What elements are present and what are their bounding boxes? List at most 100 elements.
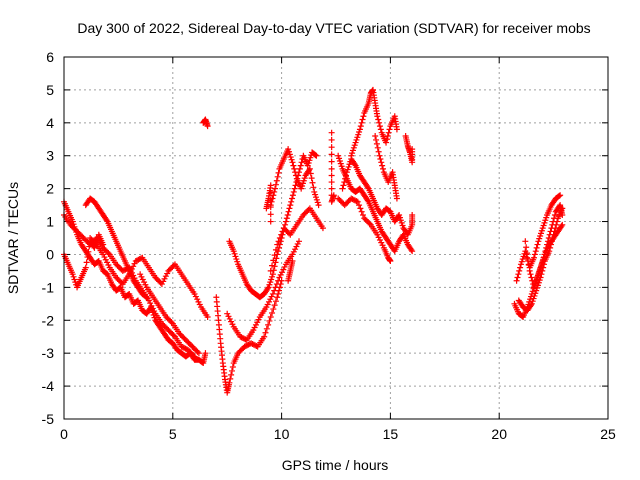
data-point bbox=[253, 342, 260, 349]
data-point bbox=[263, 304, 270, 311]
data-point bbox=[188, 342, 195, 349]
data-point bbox=[350, 144, 357, 151]
data-point bbox=[305, 159, 312, 166]
data-point bbox=[339, 185, 346, 192]
data-point bbox=[270, 257, 277, 264]
data-point bbox=[554, 218, 561, 225]
data-point bbox=[375, 234, 382, 241]
y-tick-label: -5 bbox=[42, 411, 55, 427]
data-point bbox=[532, 290, 539, 297]
data-point bbox=[344, 166, 351, 173]
y-tick-label: 3 bbox=[46, 148, 54, 164]
data-point bbox=[522, 238, 529, 245]
data-point bbox=[513, 277, 520, 284]
data-point bbox=[559, 221, 566, 228]
data-point bbox=[289, 251, 296, 258]
data-point bbox=[70, 224, 77, 231]
data-point bbox=[267, 196, 274, 203]
data-point bbox=[349, 196, 356, 203]
data-point bbox=[376, 123, 383, 130]
data-point bbox=[546, 248, 553, 255]
data-point bbox=[271, 263, 278, 270]
series-track-s bbox=[348, 86, 400, 159]
series-track-b bbox=[61, 211, 198, 360]
data-point bbox=[196, 301, 203, 308]
data-point bbox=[231, 250, 238, 257]
data-point bbox=[524, 250, 531, 257]
data-point bbox=[178, 343, 185, 350]
data-point bbox=[380, 165, 387, 172]
data-point bbox=[69, 271, 76, 278]
data-point bbox=[535, 238, 542, 245]
data-point bbox=[342, 175, 349, 182]
data-point bbox=[141, 279, 148, 286]
data-point bbox=[282, 218, 289, 225]
data-point bbox=[312, 194, 319, 201]
data-point bbox=[239, 335, 246, 342]
data-point bbox=[238, 334, 245, 341]
data-point bbox=[531, 292, 538, 299]
data-point bbox=[291, 185, 298, 192]
data-point bbox=[354, 198, 361, 205]
data-point bbox=[126, 271, 133, 278]
data-point bbox=[378, 159, 385, 166]
data-point bbox=[298, 159, 305, 166]
data-point bbox=[266, 317, 273, 324]
data-point bbox=[374, 231, 381, 238]
y-tick-label: 6 bbox=[46, 49, 54, 65]
data-point bbox=[289, 192, 296, 199]
data-point bbox=[155, 277, 162, 284]
data-point bbox=[135, 256, 142, 263]
data-point bbox=[523, 251, 530, 258]
data-point bbox=[264, 285, 271, 292]
data-point bbox=[547, 241, 554, 248]
data-point bbox=[117, 278, 124, 285]
data-point bbox=[534, 273, 541, 280]
data-point bbox=[542, 217, 549, 224]
data-point bbox=[72, 227, 79, 234]
data-point bbox=[101, 254, 108, 261]
data-point bbox=[237, 347, 244, 354]
data-point bbox=[71, 225, 78, 232]
data-point bbox=[114, 275, 121, 282]
data-point bbox=[194, 348, 201, 355]
data-point bbox=[152, 274, 159, 281]
data-point bbox=[177, 331, 184, 338]
data-point bbox=[543, 214, 550, 221]
series-track-n bbox=[285, 258, 296, 284]
data-point bbox=[552, 225, 559, 232]
data-point bbox=[249, 340, 256, 347]
data-point bbox=[121, 267, 128, 274]
data-point bbox=[269, 290, 276, 297]
data-point bbox=[199, 359, 206, 366]
data-point bbox=[273, 281, 280, 288]
data-point bbox=[166, 266, 173, 273]
data-point bbox=[294, 240, 301, 247]
data-point bbox=[165, 267, 172, 274]
data-point bbox=[535, 279, 542, 286]
data-point bbox=[531, 281, 538, 288]
data-point bbox=[374, 144, 381, 151]
data-point bbox=[296, 238, 303, 245]
data-point bbox=[383, 136, 390, 143]
data-point bbox=[343, 200, 350, 207]
data-point bbox=[556, 192, 563, 199]
data-point bbox=[393, 126, 400, 133]
data-point bbox=[529, 277, 536, 284]
data-point bbox=[70, 273, 77, 280]
data-point bbox=[280, 266, 287, 273]
data-point bbox=[532, 248, 539, 255]
data-point bbox=[311, 188, 318, 195]
data-point bbox=[233, 256, 240, 263]
data-point bbox=[104, 248, 111, 255]
data-point bbox=[345, 163, 352, 170]
data-point bbox=[127, 268, 134, 275]
data-point bbox=[306, 167, 313, 174]
data-point bbox=[358, 119, 365, 126]
data-point bbox=[272, 298, 279, 305]
data-point bbox=[190, 344, 197, 351]
data-point bbox=[328, 129, 335, 136]
data-point bbox=[114, 262, 121, 269]
data-point bbox=[261, 333, 268, 340]
data-point bbox=[147, 300, 154, 307]
